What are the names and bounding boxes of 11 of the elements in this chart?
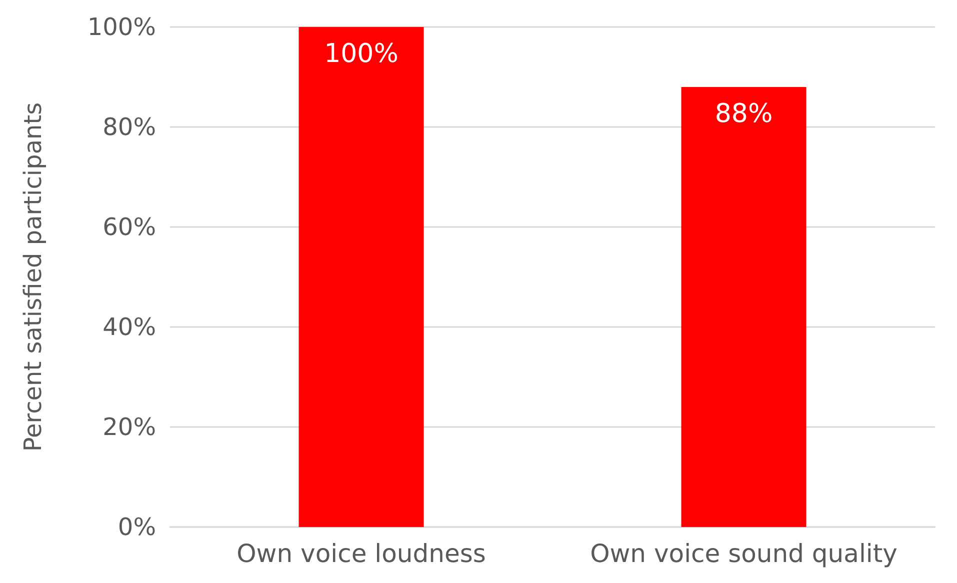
y-tick-label: 0% [118, 513, 156, 541]
y-tick-label: 100% [87, 13, 156, 41]
y-tick-label: 40% [102, 313, 156, 341]
x-tick-label: Own voice sound quality [590, 539, 898, 568]
data-label: 88% [714, 99, 773, 129]
data-label: 100% [324, 39, 398, 69]
y-tick-label: 20% [102, 413, 156, 441]
y-axis-title: Percent satisfied participants [19, 102, 47, 452]
x-tick-label: Own voice loudness [236, 539, 486, 568]
y-tick-label: 80% [102, 113, 156, 141]
y-tick-label: 60% [102, 213, 156, 241]
